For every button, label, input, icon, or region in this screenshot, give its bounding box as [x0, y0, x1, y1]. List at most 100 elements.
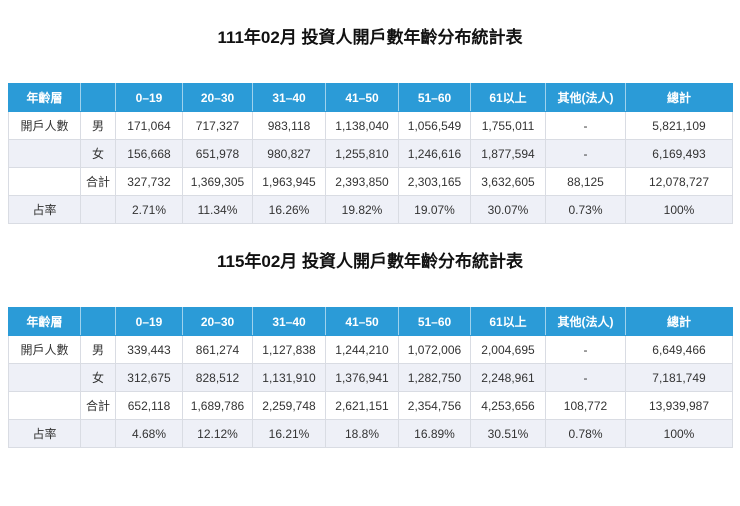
- header-cell-41-50: 41–50: [325, 83, 399, 112]
- header-cell-other: 其他(法人): [545, 83, 626, 112]
- value-cell: 1,755,011: [470, 111, 546, 140]
- gender-cell: 合計: [80, 391, 116, 420]
- row-label-cell: [8, 363, 81, 392]
- header-cell-20-30: 20–30: [182, 307, 253, 336]
- value-cell: 1,963,945: [252, 167, 326, 196]
- value-cell: 2,004,695: [470, 335, 546, 364]
- report-section-111: 111年02月 投資人開戶數年齡分布統計表 年齡層 0–19 20–30 31–…: [0, 26, 740, 224]
- value-cell: 1,138,040: [325, 111, 399, 140]
- table-row-male: 開戶人數 男 339,443 861,274 1,127,838 1,244,2…: [8, 335, 733, 364]
- value-cell: 2,393,850: [325, 167, 399, 196]
- percent-cell: 30.51%: [470, 419, 546, 448]
- table-row-subtotal: 合計 652,118 1,689,786 2,259,748 2,621,151…: [8, 391, 733, 420]
- table-row-percentage: 占率 4.68% 12.12% 16.21% 18.8% 16.89% 30.5…: [8, 419, 733, 448]
- value-cell: 4,253,656: [470, 391, 546, 420]
- header-cell-other: 其他(法人): [545, 307, 626, 336]
- header-cell-61-plus: 61以上: [470, 83, 546, 112]
- percent-cell: 2.71%: [115, 195, 183, 224]
- value-cell: 1,282,750: [398, 363, 471, 392]
- header-cell-0-19: 0–19: [115, 307, 183, 336]
- value-cell: 1,877,594: [470, 139, 546, 168]
- value-cell: 861,274: [182, 335, 253, 364]
- row-label-cell: 開戶人數: [8, 335, 81, 364]
- percent-cell: 16.89%: [398, 419, 471, 448]
- value-cell: 2,248,961: [470, 363, 546, 392]
- value-cell: 983,118: [252, 111, 326, 140]
- header-cell-31-40: 31–40: [252, 307, 326, 336]
- value-cell: 6,169,493: [625, 139, 733, 168]
- row-label-cell: 占率: [8, 195, 81, 224]
- row-label-cell: [8, 391, 81, 420]
- row-label-cell: 占率: [8, 419, 81, 448]
- report-title-115: 115年02月 投資人開戶數年齡分布統計表: [216, 252, 524, 271]
- value-cell: 1,244,210: [325, 335, 399, 364]
- percent-cell: 16.26%: [252, 195, 326, 224]
- gender-cell: 女: [80, 363, 116, 392]
- gender-cell: [80, 195, 116, 224]
- value-cell: 828,512: [182, 363, 253, 392]
- header-cell-61-plus: 61以上: [470, 307, 546, 336]
- percent-cell: 30.07%: [470, 195, 546, 224]
- header-cell-0-19: 0–19: [115, 83, 183, 112]
- value-cell: 1,255,810: [325, 139, 399, 168]
- value-cell: 652,118: [115, 391, 183, 420]
- row-label-cell: 開戶人數: [8, 111, 81, 140]
- row-label-cell: [8, 167, 81, 196]
- value-cell: 171,064: [115, 111, 183, 140]
- gender-cell: 合計: [80, 167, 116, 196]
- percent-cell: 19.82%: [325, 195, 399, 224]
- header-cell-age-layer: 年齡層: [8, 307, 81, 336]
- percent-cell: 11.34%: [182, 195, 253, 224]
- value-cell: 5,821,109: [625, 111, 733, 140]
- value-cell: 312,675: [115, 363, 183, 392]
- row-label-cell: [8, 139, 81, 168]
- header-cell-total: 總計: [625, 307, 733, 336]
- stats-table-111: 年齡層 0–19 20–30 31–40 41–50 51–60 61以上 其他…: [8, 83, 733, 224]
- percent-cell: 12.12%: [182, 419, 253, 448]
- percent-cell: 0.78%: [545, 419, 626, 448]
- value-cell: 3,632,605: [470, 167, 546, 196]
- value-cell: 156,668: [115, 139, 183, 168]
- gender-cell: 男: [80, 111, 116, 140]
- value-cell: 12,078,727: [625, 167, 733, 196]
- value-cell: 717,327: [182, 111, 253, 140]
- value-cell: 1,127,838: [252, 335, 326, 364]
- value-cell: 2,303,165: [398, 167, 471, 196]
- gender-cell: 男: [80, 335, 116, 364]
- value-cell: 980,827: [252, 139, 326, 168]
- percent-cell: 100%: [625, 419, 733, 448]
- value-cell: 327,732: [115, 167, 183, 196]
- value-cell: 2,354,756: [398, 391, 471, 420]
- percent-cell: 16.21%: [252, 419, 326, 448]
- value-cell: 6,649,466: [625, 335, 733, 364]
- header-cell-20-30: 20–30: [182, 83, 253, 112]
- value-cell: 1,056,549: [398, 111, 471, 140]
- value-cell: 1,369,305: [182, 167, 253, 196]
- value-cell: -: [545, 111, 626, 140]
- header-cell-empty: [80, 83, 116, 112]
- value-cell: 7,181,749: [625, 363, 733, 392]
- header-row: 年齡層 0–19 20–30 31–40 41–50 51–60 61以上 其他…: [8, 307, 733, 336]
- value-cell: 13,939,987: [625, 391, 733, 420]
- header-cell-total: 總計: [625, 83, 733, 112]
- percent-cell: 0.73%: [545, 195, 626, 224]
- gender-cell: [80, 419, 116, 448]
- header-cell-51-60: 51–60: [398, 307, 471, 336]
- header-cell-51-60: 51–60: [398, 83, 471, 112]
- value-cell: 1,072,006: [398, 335, 471, 364]
- header-cell-age-layer: 年齡層: [8, 83, 81, 112]
- value-cell: 108,772: [545, 391, 626, 420]
- value-cell: 1,246,616: [398, 139, 471, 168]
- percent-cell: 4.68%: [115, 419, 183, 448]
- value-cell: -: [545, 139, 626, 168]
- header-row: 年齡層 0–19 20–30 31–40 41–50 51–60 61以上 其他…: [8, 83, 733, 112]
- header-cell-empty: [80, 307, 116, 336]
- report-title-111: 111年02月 投資人開戶數年齡分布統計表: [217, 28, 523, 47]
- header-cell-41-50: 41–50: [325, 307, 399, 336]
- percent-cell: 100%: [625, 195, 733, 224]
- header-cell-31-40: 31–40: [252, 83, 326, 112]
- value-cell: 1,689,786: [182, 391, 253, 420]
- percent-cell: 18.8%: [325, 419, 399, 448]
- value-cell: 2,259,748: [252, 391, 326, 420]
- gender-cell: 女: [80, 139, 116, 168]
